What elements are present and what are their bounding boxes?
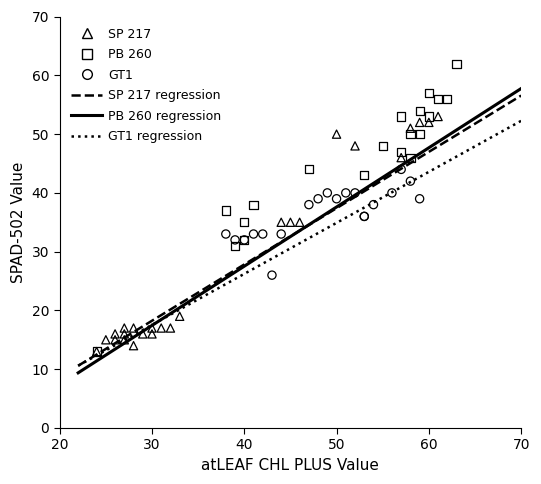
Point xyxy=(102,336,110,344)
Point xyxy=(240,236,249,244)
Point xyxy=(129,324,138,332)
Point xyxy=(397,113,406,121)
Point xyxy=(93,348,101,355)
Point xyxy=(268,271,276,279)
Point xyxy=(286,218,295,226)
Point xyxy=(111,336,120,344)
Point xyxy=(249,201,258,209)
Point xyxy=(129,342,138,349)
Point xyxy=(111,330,120,338)
Point xyxy=(360,212,368,220)
Point xyxy=(221,230,230,238)
Point xyxy=(305,166,313,173)
Y-axis label: SPAD-502 Value: SPAD-502 Value xyxy=(11,162,26,283)
Point xyxy=(259,230,267,238)
Point xyxy=(434,113,443,121)
Point xyxy=(157,324,166,332)
Point xyxy=(120,324,129,332)
Point xyxy=(397,148,406,156)
Point xyxy=(378,142,387,150)
Point xyxy=(277,230,286,238)
Point xyxy=(360,171,368,179)
Point xyxy=(120,336,129,344)
Point xyxy=(397,154,406,162)
Point xyxy=(341,189,350,197)
Point xyxy=(415,130,424,138)
Point xyxy=(406,130,415,138)
Point xyxy=(148,324,156,332)
Point xyxy=(415,119,424,126)
Point xyxy=(443,95,452,103)
Point xyxy=(406,124,415,132)
Legend: SP 217, PB 260, GT1, SP 217 regression, PB 260 regression, GT1 regression: SP 217, PB 260, GT1, SP 217 regression, … xyxy=(66,23,227,149)
Point xyxy=(406,177,415,185)
Point xyxy=(175,312,184,320)
Point xyxy=(387,189,396,197)
Point xyxy=(425,89,433,97)
Point xyxy=(415,195,424,203)
Point xyxy=(166,324,175,332)
Point xyxy=(323,189,332,197)
Point xyxy=(351,142,359,150)
Point xyxy=(249,230,258,238)
Point xyxy=(415,107,424,115)
Point xyxy=(452,60,461,67)
Point xyxy=(277,218,286,226)
Point xyxy=(425,119,433,126)
Point xyxy=(148,330,156,338)
Point xyxy=(230,236,239,244)
Point xyxy=(314,195,322,203)
Point xyxy=(360,212,368,220)
Point xyxy=(305,201,313,209)
Point xyxy=(434,95,443,103)
Point xyxy=(406,154,415,162)
X-axis label: atLEAF CHL PLUS Value: atLEAF CHL PLUS Value xyxy=(201,458,379,473)
Point xyxy=(93,348,101,355)
Point xyxy=(425,113,433,121)
Point xyxy=(230,242,239,250)
Point xyxy=(240,218,249,226)
Point xyxy=(332,195,341,203)
Point xyxy=(138,330,147,338)
Point xyxy=(295,218,304,226)
Point xyxy=(332,130,341,138)
Point xyxy=(351,189,359,197)
Point xyxy=(221,207,230,214)
Point xyxy=(120,330,129,338)
Point xyxy=(397,166,406,173)
Point xyxy=(369,201,378,209)
Point xyxy=(240,236,249,244)
